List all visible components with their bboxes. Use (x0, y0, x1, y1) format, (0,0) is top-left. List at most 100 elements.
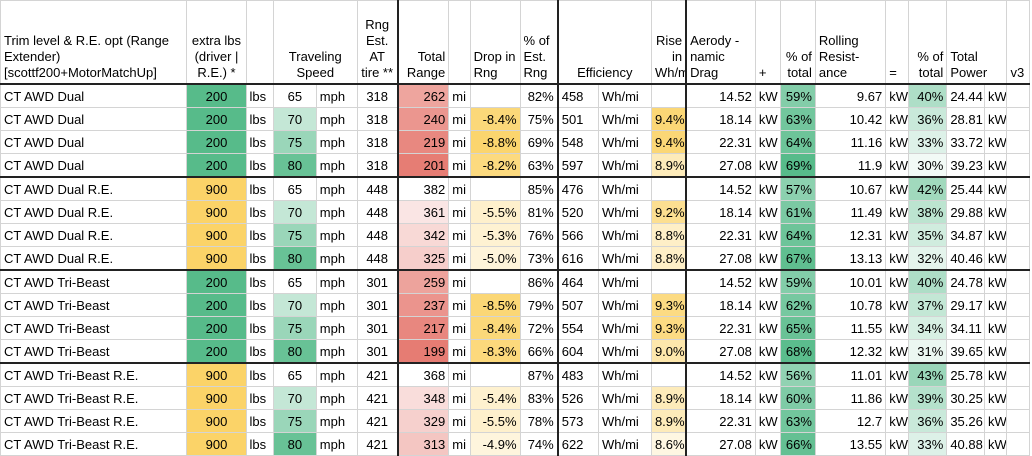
cell-eff-unit: Wh/mi (597, 293, 652, 317)
cell-extra-lbs: 200 (186, 130, 247, 154)
cell-eff-unit: Wh/mi (597, 409, 652, 433)
cell-range-unit: mi (448, 130, 471, 154)
cell-total-range: 201 (397, 153, 450, 178)
header-plus: + (754, 0, 782, 85)
cell-extra-lbs: 200 (186, 316, 247, 340)
cell-aero-pct: 64% (780, 223, 816, 247)
cell-rise: 9.0% (650, 339, 688, 364)
cell-total-range: 313 (397, 432, 450, 456)
cell-power-unit: kW (984, 130, 1008, 154)
cell-drop: -5.4% (469, 386, 521, 410)
cell-extra-unit: lbs (245, 432, 275, 456)
header-total-power: Total Power (946, 0, 1008, 85)
cell-version (1006, 246, 1030, 271)
cell-speed: 80 (273, 339, 317, 364)
cell-aero-pct: 66% (780, 432, 816, 456)
cell-total-power: 29.17 (946, 293, 986, 317)
cell-speed: 65 (273, 269, 317, 294)
header-drop: Drop in Rng (469, 0, 521, 85)
cell-aero-pct: 69% (780, 153, 816, 178)
cell-speed: 70 (273, 107, 317, 131)
cell-total-power: 24.78 (946, 269, 986, 294)
cell-rolling: 10.42 (814, 107, 887, 131)
cell-total-power: 39.23 (946, 153, 986, 178)
cell-trim: CT AWD Tri-Beast (0, 269, 188, 294)
cell-trim: CT AWD Dual (0, 130, 188, 154)
cell-extra-lbs: 200 (186, 293, 247, 317)
cell-aero-unit: kW (754, 386, 782, 410)
cell-total-power: 30.25 (946, 386, 986, 410)
cell-power-unit: kW (984, 316, 1008, 340)
cell-power-unit: kW (984, 432, 1008, 456)
cell-pct-est: 76% (519, 223, 559, 247)
cell-total-power: 35.26 (946, 409, 986, 433)
cell-roll-unit: kW (885, 83, 909, 108)
cell-speed: 70 (273, 200, 317, 224)
cell-extra-lbs: 200 (186, 107, 247, 131)
cell-roll-pct: 37% (907, 293, 948, 317)
cell-rng-est: 448 (356, 176, 399, 201)
cell-eff-unit: Wh/mi (597, 153, 652, 178)
table-body: CT AWD Dual 200 lbs 65 mph 318 262 mi 82% 458 Wh/m… (0, 83, 1030, 456)
cell-version (1006, 316, 1030, 340)
cell-trim: CT AWD Dual R.E. (0, 200, 188, 224)
cell-pct-est: 63% (519, 153, 559, 178)
cell-aero-pct: 59% (780, 269, 816, 294)
cell-pct-est: 79% (519, 293, 559, 317)
cell-total-range: 219 (397, 130, 450, 154)
cell-version (1006, 130, 1030, 154)
cell-roll-unit: kW (885, 269, 909, 294)
cell-version (1006, 362, 1030, 387)
cell-eff-unit: Wh/mi (597, 130, 652, 154)
cell-power-unit: kW (984, 246, 1008, 271)
cell-rise: 8.8% (650, 223, 688, 247)
cell-total-range: 342 (397, 223, 450, 247)
cell-aero: 14.52 (685, 83, 756, 108)
cell-roll-pct: 40% (907, 269, 948, 294)
cell-rolling: 10.67 (814, 176, 887, 201)
cell-total-power: 29.88 (946, 200, 986, 224)
cell-rng-est: 318 (356, 153, 399, 178)
cell-rolling: 12.7 (814, 409, 887, 433)
cell-power-unit: kW (984, 107, 1008, 131)
cell-version (1006, 386, 1030, 410)
cell-aero: 18.14 (685, 107, 756, 131)
cell-rolling: 11.9 (814, 153, 887, 178)
cell-speed-unit: mph (315, 269, 358, 294)
cell-range-unit: mi (448, 176, 471, 201)
cell-extra-lbs: 900 (186, 432, 247, 456)
cell-trim: CT AWD Dual R.E. (0, 176, 188, 201)
cell-efficiency: 616 (557, 246, 599, 271)
cell-range-unit: mi (448, 339, 471, 364)
cell-rng-est: 301 (356, 293, 399, 317)
cell-total-power: 40.46 (946, 246, 986, 271)
cell-rise: 8.9% (650, 153, 688, 178)
cell-rise: 8.9% (650, 386, 688, 410)
cell-range-unit: mi (448, 269, 471, 294)
header-efficiency: Efficiency (557, 0, 652, 85)
header-version: v3 (1006, 0, 1030, 85)
cell-total-power: 34.11 (946, 316, 986, 340)
cell-total-power: 33.72 (946, 130, 986, 154)
cell-roll-unit: kW (885, 409, 909, 433)
cell-total-range: 237 (397, 293, 450, 317)
cell-drop: -8.8% (469, 130, 521, 154)
cell-drop: -8.4% (469, 316, 521, 340)
table-row: CT AWD Tri-Beast 200 lbs 70 mph 301 237 mi -8.5%… (0, 293, 1030, 317)
cell-rise: 8.9% (650, 409, 688, 433)
cell-aero: 22.31 (685, 409, 756, 433)
cell-power-unit: kW (984, 200, 1008, 224)
header-extra-unit (245, 0, 275, 85)
cell-drop: -8.5% (469, 293, 521, 317)
cell-extra-unit: lbs (245, 339, 275, 364)
cell-roll-pct: 33% (907, 130, 948, 154)
cell-total-power: 28.81 (946, 107, 986, 131)
cell-version (1006, 269, 1030, 294)
cell-aero-pct: 64% (780, 130, 816, 154)
cell-drop: -4.9% (469, 432, 521, 456)
cell-rng-est: 421 (356, 362, 399, 387)
cell-rolling: 12.32 (814, 339, 887, 364)
cell-rng-est: 448 (356, 200, 399, 224)
cell-roll-unit: kW (885, 153, 909, 178)
cell-power-unit: kW (984, 339, 1008, 364)
